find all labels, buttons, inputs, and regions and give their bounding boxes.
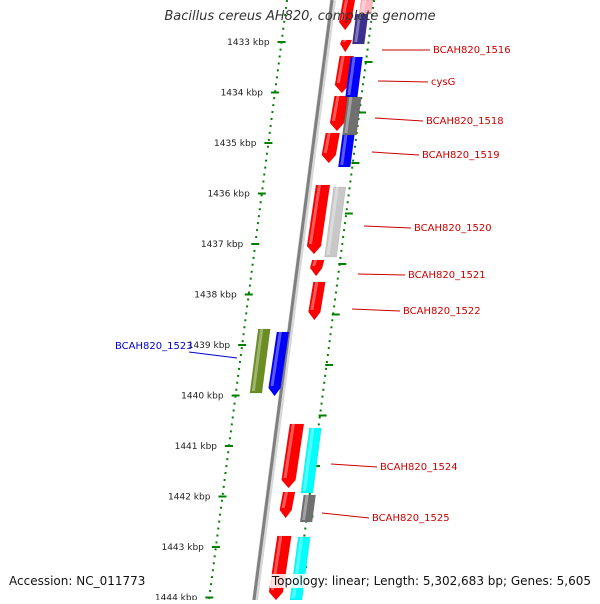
cds-feature-shine xyxy=(310,282,319,310)
gene-label: BCAH820_1516 xyxy=(433,45,511,56)
cds-feature-shine xyxy=(283,424,295,478)
gene-label: cysG xyxy=(431,77,455,88)
ruler-line-left xyxy=(208,0,288,601)
gene-label: BCAH820_1524 xyxy=(380,462,458,473)
gene-feature-shine xyxy=(251,329,264,391)
ruler-tick-label: 1444 kbp xyxy=(155,594,198,601)
accession-text: Accession: NC_011773 xyxy=(9,574,146,588)
gene-leader-line xyxy=(374,117,424,122)
gene-label: BCAH820_1520 xyxy=(414,223,492,234)
gene-leader-line xyxy=(321,512,370,519)
cds-feature xyxy=(281,423,305,489)
gene-label: BCAH820_1519 xyxy=(422,150,500,161)
genome-summary: Topology: linear; Length: 5,302,683 bp; … xyxy=(269,574,591,588)
ruler-tick-label: 1435 kbp xyxy=(214,139,257,149)
backbone-line xyxy=(252,0,334,601)
gene-label: BCAH820_1522 xyxy=(403,306,481,317)
cds-feature xyxy=(338,0,356,31)
ruler-tick-label: 1434 kbp xyxy=(221,89,264,99)
ruler-tick-label: 1442 kbp xyxy=(168,493,211,503)
gene-feature-shine xyxy=(270,332,282,386)
gene-feature xyxy=(351,13,369,45)
ruler-tick-label: 1436 kbp xyxy=(207,190,250,200)
gene-feature xyxy=(249,328,271,394)
gene-leader-line xyxy=(371,151,420,156)
cds-feature-shine xyxy=(336,56,345,83)
gene-feature-shine xyxy=(302,428,315,491)
cds-feature-shine xyxy=(341,0,348,20)
ruler-tick-label: 1439 kbp xyxy=(188,341,231,351)
cds-feature xyxy=(339,39,353,53)
cds-feature-shine xyxy=(308,185,321,244)
cds-feature-shine xyxy=(312,260,318,266)
ruler-tick-label: 1440 kbp xyxy=(181,392,224,402)
gene-feature-shine xyxy=(340,135,348,165)
gene-feature-shine xyxy=(344,97,353,133)
gene-leader-line xyxy=(351,308,401,312)
gene-leader-line xyxy=(377,80,429,83)
cds-feature xyxy=(308,281,326,321)
gene-feature-shine xyxy=(302,495,309,520)
gene-feature xyxy=(300,427,322,494)
gene-feature-shine xyxy=(326,187,339,255)
ruler-tick-label: 1433 kbp xyxy=(227,38,270,48)
gene-feature-shine xyxy=(347,57,356,95)
cds-feature xyxy=(321,132,341,164)
cds-feature xyxy=(279,491,296,519)
ruler-tick-label: 1437 kbp xyxy=(201,240,244,250)
cds-feature-shine xyxy=(281,492,289,508)
cds-feature-shine xyxy=(342,40,347,42)
gene-feature-shine xyxy=(361,0,366,12)
gene-leader-line xyxy=(330,463,378,468)
gene-feature xyxy=(268,331,290,397)
cds-feature-shine xyxy=(331,96,340,121)
gene-leader-line xyxy=(357,273,406,276)
gene-label: BCAH820_1525 xyxy=(372,513,450,524)
ruler-tick-label: 1443 kbp xyxy=(161,543,204,553)
cds-feature-shine xyxy=(323,133,331,153)
ruler-tick-label: 1441 kbp xyxy=(175,442,218,452)
gene-leader-line xyxy=(188,351,238,359)
gene-feature-shine xyxy=(354,14,362,42)
gene-label: BCAH820_1518 xyxy=(426,116,504,127)
gene-feature xyxy=(299,494,316,523)
gene-feature xyxy=(338,134,355,168)
cds-feature xyxy=(306,184,331,255)
map-title: Bacillus cereus AH820, complete genome xyxy=(164,9,436,24)
gene-leader-line xyxy=(363,225,412,229)
cds-feature xyxy=(309,259,325,277)
ruler-tick-label: 1438 kbp xyxy=(194,291,237,301)
gene-feature xyxy=(324,186,346,258)
gene-label: BCAH820_1521 xyxy=(408,270,486,281)
gene-label: BCAH820_1523 xyxy=(115,341,193,352)
